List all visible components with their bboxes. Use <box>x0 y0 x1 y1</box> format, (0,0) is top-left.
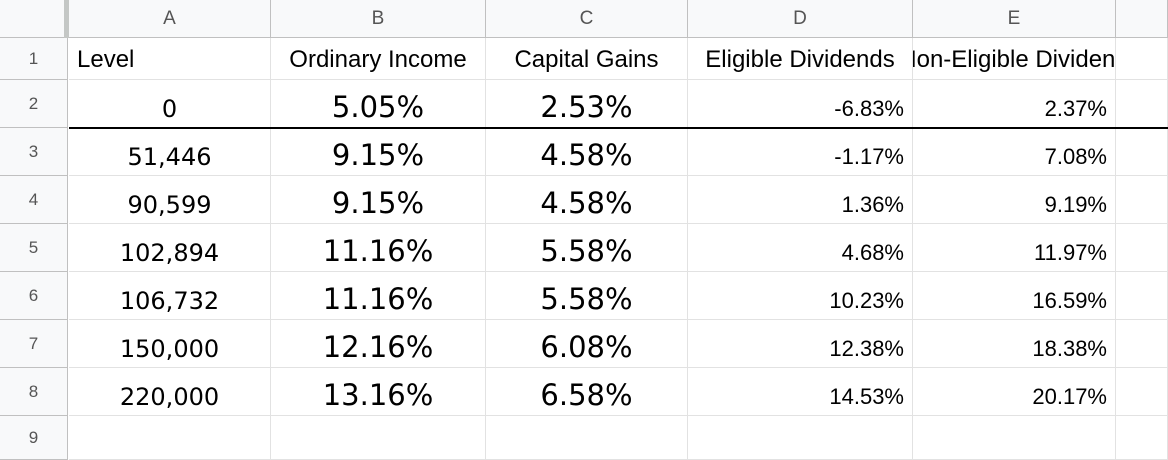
cell-D9[interactable] <box>688 416 913 460</box>
cell-C8[interactable]: 6.58% <box>486 368 688 416</box>
freeze-handle[interactable] <box>64 0 69 38</box>
cell-D1[interactable]: Eligible Dividends <box>688 38 913 80</box>
row-header-8[interactable]: 8 <box>0 368 68 416</box>
cell-F2[interactable] <box>1116 80 1168 128</box>
cell-A5[interactable]: 102,894 <box>69 224 271 272</box>
cell-E9[interactable] <box>913 416 1116 460</box>
cell-C9[interactable] <box>486 416 688 460</box>
cell-D2[interactable]: -6.83% <box>688 80 913 128</box>
row-2-bottom-border <box>69 127 1168 129</box>
cell-F7[interactable] <box>1116 320 1168 368</box>
row-header-7[interactable]: 7 <box>0 320 68 368</box>
cell-F5[interactable] <box>1116 224 1168 272</box>
cell-C5[interactable]: 5.58% <box>486 224 688 272</box>
cell-F6[interactable] <box>1116 272 1168 320</box>
cell-A1[interactable]: Level <box>69 38 271 80</box>
cell-F4[interactable] <box>1116 176 1168 224</box>
cell-E2[interactable]: 2.37% <box>913 80 1116 128</box>
cell-C1[interactable]: Capital Gains <box>486 38 688 80</box>
cell-A8[interactable]: 220,000 <box>69 368 271 416</box>
cell-A9[interactable] <box>69 416 271 460</box>
cell-F8[interactable] <box>1116 368 1168 416</box>
cell-A7[interactable]: 150,000 <box>69 320 271 368</box>
cell-E7[interactable]: 18.38% <box>913 320 1116 368</box>
cell-B6[interactable]: 11.16% <box>271 272 486 320</box>
column-header-c[interactable]: C <box>486 0 688 38</box>
cell-E6[interactable]: 16.59% <box>913 272 1116 320</box>
cell-F9[interactable] <box>1116 416 1168 460</box>
cell-C4[interactable]: 4.58% <box>486 176 688 224</box>
cell-C7[interactable]: 6.08% <box>486 320 688 368</box>
column-header-d[interactable]: D <box>688 0 913 38</box>
cell-E5[interactable]: 11.97% <box>913 224 1116 272</box>
cell-B1[interactable]: Ordinary Income <box>271 38 486 80</box>
row-header-4[interactable]: 4 <box>0 176 68 224</box>
cell-F1[interactable] <box>1116 38 1168 80</box>
cell-E4[interactable]: 9.19% <box>913 176 1116 224</box>
cell-A6[interactable]: 106,732 <box>69 272 271 320</box>
cell-D8[interactable]: 14.53% <box>688 368 913 416</box>
cell-C3[interactable]: 4.58% <box>486 128 688 176</box>
row-header-9[interactable]: 9 <box>0 416 68 460</box>
cell-F3[interactable] <box>1116 128 1168 176</box>
select-all-corner[interactable] <box>0 0 68 38</box>
column-header-e[interactable]: E <box>913 0 1116 38</box>
cell-D3[interactable]: -1.17% <box>688 128 913 176</box>
cell-B4[interactable]: 9.15% <box>271 176 486 224</box>
cell-B2[interactable]: 5.05% <box>271 80 486 128</box>
row-header-6[interactable]: 6 <box>0 272 68 320</box>
cell-E1[interactable]: Non-Eligible Dividend <box>913 38 1116 80</box>
cell-B7[interactable]: 12.16% <box>271 320 486 368</box>
column-header-f[interactable] <box>1116 0 1168 38</box>
cell-D4[interactable]: 1.36% <box>688 176 913 224</box>
column-header-a[interactable]: A <box>69 0 271 38</box>
cell-C6[interactable]: 5.58% <box>486 272 688 320</box>
cell-D6[interactable]: 10.23% <box>688 272 913 320</box>
row-header-5[interactable]: 5 <box>0 224 68 272</box>
cell-E8[interactable]: 20.17% <box>913 368 1116 416</box>
row-header-3[interactable]: 3 <box>0 128 68 176</box>
cell-B5[interactable]: 11.16% <box>271 224 486 272</box>
cell-B9[interactable] <box>271 416 486 460</box>
row-header-2[interactable]: 2 <box>0 80 68 128</box>
cell-A4[interactable]: 90,599 <box>69 176 271 224</box>
cell-A3[interactable]: 51,446 <box>69 128 271 176</box>
cell-D5[interactable]: 4.68% <box>688 224 913 272</box>
cell-B3[interactable]: 9.15% <box>271 128 486 176</box>
cell-C2[interactable]: 2.53% <box>486 80 688 128</box>
cell-E3[interactable]: 7.08% <box>913 128 1116 176</box>
cell-D7[interactable]: 12.38% <box>688 320 913 368</box>
cell-B8[interactable]: 13.16% <box>271 368 486 416</box>
cell-A2[interactable]: 0 <box>69 80 271 128</box>
column-header-b[interactable]: B <box>271 0 486 38</box>
row-header-1[interactable]: 1 <box>0 38 68 80</box>
